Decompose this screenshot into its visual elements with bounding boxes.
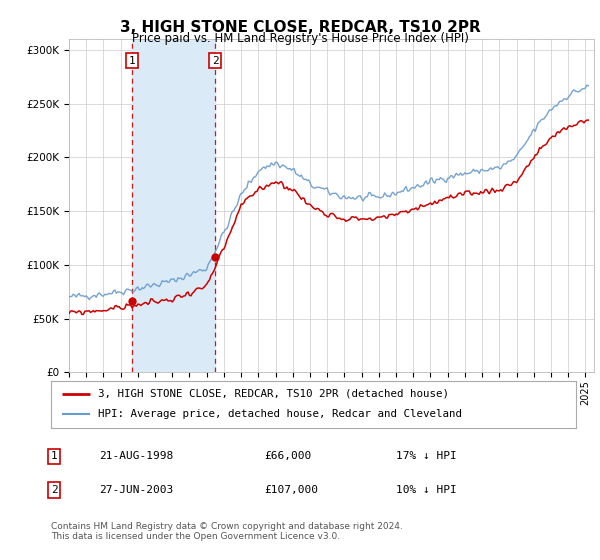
Text: £66,000: £66,000 (264, 451, 311, 461)
Text: £107,000: £107,000 (264, 485, 318, 495)
Text: 2: 2 (50, 485, 58, 495)
Text: HPI: Average price, detached house, Redcar and Cleveland: HPI: Average price, detached house, Redc… (98, 409, 462, 419)
Text: 27-JUN-2003: 27-JUN-2003 (99, 485, 173, 495)
Text: 3, HIGH STONE CLOSE, REDCAR, TS10 2PR (detached house): 3, HIGH STONE CLOSE, REDCAR, TS10 2PR (d… (98, 389, 449, 399)
Text: Contains HM Land Registry data © Crown copyright and database right 2024.
This d: Contains HM Land Registry data © Crown c… (51, 522, 403, 542)
Text: 17% ↓ HPI: 17% ↓ HPI (396, 451, 457, 461)
Text: 2: 2 (212, 55, 218, 66)
Text: 1: 1 (50, 451, 58, 461)
Text: Price paid vs. HM Land Registry's House Price Index (HPI): Price paid vs. HM Land Registry's House … (131, 32, 469, 45)
Text: 10% ↓ HPI: 10% ↓ HPI (396, 485, 457, 495)
Bar (131, 39, 215, 372)
Text: 1: 1 (128, 55, 135, 66)
Text: 21-AUG-1998: 21-AUG-1998 (99, 451, 173, 461)
Text: 3, HIGH STONE CLOSE, REDCAR, TS10 2PR: 3, HIGH STONE CLOSE, REDCAR, TS10 2PR (119, 20, 481, 35)
